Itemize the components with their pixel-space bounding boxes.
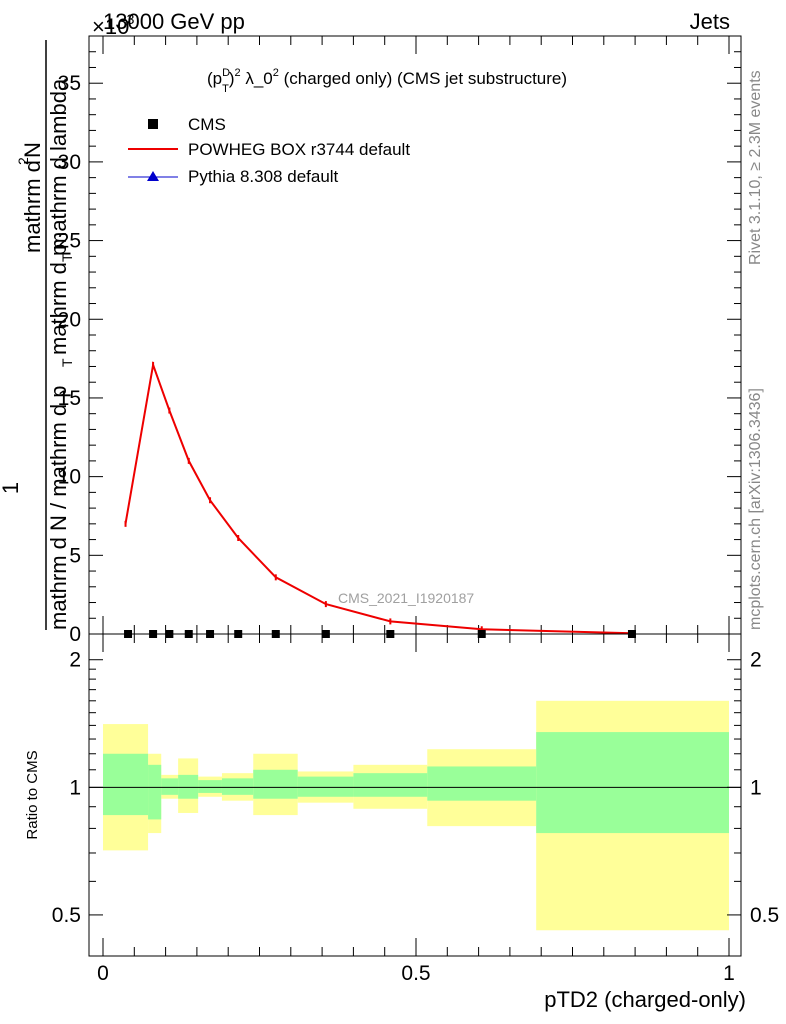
- ratio-inner-band: [161, 778, 179, 795]
- ratio-inner-band: [221, 778, 254, 795]
- ratio-y-tick-label-right: 2: [750, 649, 762, 672]
- legend-pythia-marker: [147, 171, 159, 181]
- ylabel-denominator-1: mathrm d N / mathrm d p: [46, 385, 71, 630]
- plot-title: (pD T)2 λ_02 (charged only) (CMS jet subs…: [207, 67, 567, 95]
- title-sup-2: 2: [234, 67, 240, 79]
- title-p: (p: [207, 69, 222, 88]
- ratio-y-tick-label-right: 1: [750, 776, 762, 799]
- ylabel-denominator-1-sub: T: [59, 358, 75, 367]
- legend: CMS POWHEG BOX r3744 default Pythia 8.30…: [128, 115, 410, 186]
- ratio-y-tick-label: 2: [69, 649, 81, 672]
- legend-cms-label: CMS: [188, 115, 226, 134]
- ylabel-one: 1: [0, 482, 23, 494]
- mcplots-label: mcplots.cern.ch [arXiv:1306.3436]: [747, 388, 764, 630]
- process-label: Jets: [690, 9, 730, 34]
- rivet-label: Rivet 3.1.10, ≥ 2.3M events: [747, 70, 764, 265]
- title-sub-t: T: [222, 83, 229, 95]
- ratio-frame: [88, 633, 742, 957]
- ratio-inner-band: [198, 780, 222, 793]
- ylabel-denominator-2: mathrm d p: [46, 244, 71, 355]
- main-y-tick-label: 35: [58, 72, 81, 95]
- main-y-tick-label: 5: [69, 544, 81, 567]
- main-y-tick-label: 20: [58, 308, 81, 331]
- main-y-tick-label: 15: [58, 387, 81, 410]
- main-ticks: 0 5 10 15 20 25 30 35: [58, 35, 741, 646]
- main-ylabel: 1 mathrm d 2 N mathrm d N / mathrm d p T…: [0, 40, 75, 630]
- ratio-inner-band: [178, 774, 199, 799]
- x-axis-label: pTD2 (charged-only): [544, 987, 746, 1012]
- title-close: ): [229, 69, 235, 88]
- title-lambda: λ_0: [241, 69, 273, 88]
- exponent-value: -3: [122, 11, 135, 27]
- ratio-ylabel: Ratio to CMS: [24, 750, 41, 839]
- ratio-ticks: 0.5 0.5 1 1 2 2 0 0.5 1: [52, 634, 779, 985]
- main-frame: [88, 35, 742, 635]
- ratio-y-tick-label: 1: [69, 776, 81, 799]
- x-tick-label: 1: [723, 962, 735, 985]
- ratio-inner-band: [148, 764, 162, 820]
- ratio-inner-band: [297, 776, 354, 797]
- ylabel-numerator-sup: 2: [15, 157, 31, 165]
- title-sup-d: D: [222, 67, 230, 79]
- main-y-tick-label: 30: [58, 151, 81, 174]
- ylabel-denominator-2-sub: T: [59, 253, 75, 262]
- ratio-inner-band: [536, 732, 729, 834]
- ratio-inner-band: [353, 773, 428, 797]
- energy-label: 13000 GeV pp: [103, 9, 245, 34]
- ylabel-numerator-d: mathrm d: [20, 160, 45, 253]
- ratio-inner-band: [253, 769, 298, 799]
- main-y-tick-label: 25: [58, 230, 81, 253]
- exponent-marker: ×10: [92, 14, 129, 39]
- ratio-inner-band: [427, 766, 537, 801]
- ratio-y-tick-label-right: 0.5: [750, 904, 779, 927]
- x-tick-label: 0: [97, 962, 109, 985]
- ylabel-numerator-n: N: [20, 142, 45, 158]
- title-sup-2b: 2: [273, 67, 279, 79]
- legend-pythia-label: Pythia 8.308 default: [188, 167, 339, 186]
- x-tick-label: 0.5: [401, 962, 430, 985]
- ratio-bands: [103, 700, 729, 931]
- legend-powheg-label: POWHEG BOX r3744 default: [188, 140, 410, 159]
- main-y-tick-label: 0: [69, 623, 81, 646]
- ratio-panel: 0.5 0.5 1 1 2 2 0 0.5 1 Ratio to CMS pTD2 (charg…: [24, 633, 779, 1012]
- legend-cms-marker: [148, 119, 158, 129]
- ratio-inner-band: [103, 753, 149, 816]
- ylabel-denominator-3: mathrm d lambda: [46, 78, 71, 250]
- ratio-y-tick-label: 0.5: [52, 904, 81, 927]
- main-y-tick-label: 10: [58, 466, 81, 489]
- watermark: CMS_2021_I1920187: [338, 590, 474, 606]
- title-rest: (charged only) (CMS jet substructure): [279, 69, 567, 88]
